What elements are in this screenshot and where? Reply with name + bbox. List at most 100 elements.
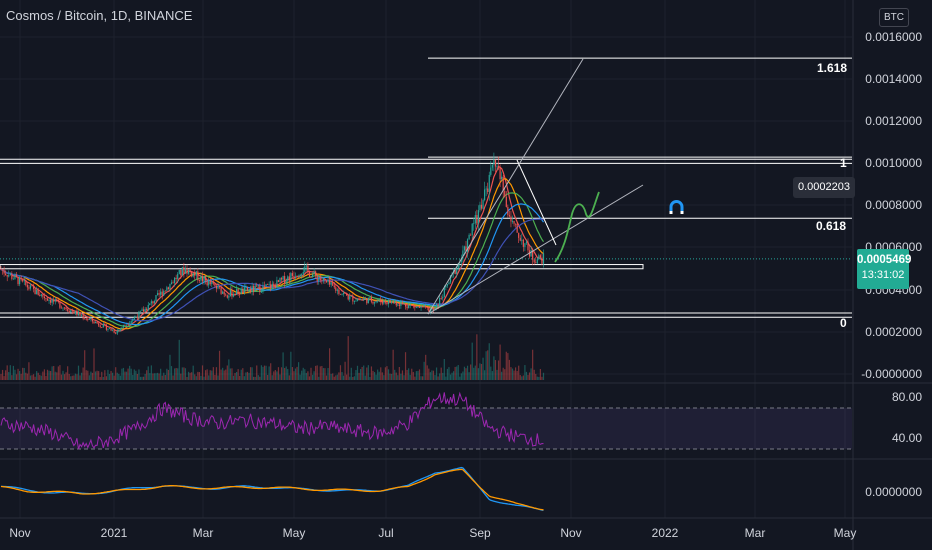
candle xyxy=(167,287,169,290)
candle xyxy=(51,299,53,303)
fib-trendline xyxy=(427,58,584,315)
candle xyxy=(324,278,326,281)
volume-bar xyxy=(192,365,194,380)
volume-bar xyxy=(214,374,216,380)
candle xyxy=(417,306,419,308)
osc-axis-label: 0.0000000 xyxy=(865,485,922,499)
volume-bar xyxy=(373,372,376,380)
candle xyxy=(533,259,535,263)
volume-bar xyxy=(253,376,255,380)
candle xyxy=(321,280,323,281)
candle xyxy=(129,323,131,325)
volume-bar xyxy=(191,372,193,380)
candles xyxy=(0,152,545,335)
volume-bar xyxy=(0,374,2,380)
candle xyxy=(79,312,81,316)
candle xyxy=(251,285,253,292)
trendlines xyxy=(0,58,852,315)
volume-bar xyxy=(415,371,417,380)
volume-bar xyxy=(186,376,188,380)
volume-bar xyxy=(521,376,523,380)
currency-badge[interactable]: BTC xyxy=(879,8,909,27)
candle xyxy=(284,276,286,284)
volume-bar xyxy=(355,370,357,380)
volume-bar xyxy=(485,351,487,380)
candle xyxy=(172,282,174,284)
volume-bar xyxy=(88,375,90,380)
volume-bar xyxy=(431,370,433,380)
volume-bar xyxy=(299,374,301,380)
volume-bar xyxy=(60,374,63,380)
volume-bar xyxy=(470,364,472,380)
candle xyxy=(494,159,497,167)
candle xyxy=(98,323,100,326)
volume-bar xyxy=(288,375,290,380)
candle xyxy=(431,309,433,310)
volume-bar xyxy=(434,375,436,380)
volume-bar xyxy=(105,376,107,380)
candle xyxy=(228,296,230,298)
candle xyxy=(412,305,414,306)
candle xyxy=(223,291,225,295)
candle xyxy=(34,288,36,295)
volume-bar xyxy=(211,370,213,380)
volume-bar xyxy=(527,374,529,380)
candle xyxy=(225,294,227,296)
candle xyxy=(260,291,262,293)
volume-bar xyxy=(305,373,307,380)
candle xyxy=(296,276,298,278)
candle xyxy=(14,274,16,279)
magnet-icon[interactable] xyxy=(668,199,685,216)
volume-bar xyxy=(133,369,135,380)
candle xyxy=(112,330,114,332)
candle xyxy=(96,321,98,324)
volume-bar xyxy=(205,370,207,380)
candle xyxy=(536,259,538,264)
volume-bar xyxy=(488,343,490,380)
volume-bar xyxy=(208,375,210,380)
volume-bar xyxy=(493,356,495,380)
candle xyxy=(105,324,107,330)
volume-bar xyxy=(127,368,129,380)
volume-bar xyxy=(307,371,309,380)
volume-bar xyxy=(56,372,58,380)
volume-bar xyxy=(409,374,411,380)
volume-bar xyxy=(387,369,390,380)
candle xyxy=(141,309,143,311)
candle xyxy=(262,285,264,292)
volume-bar xyxy=(449,374,452,380)
candle xyxy=(74,310,76,314)
volume-bar xyxy=(119,375,121,380)
volume-bar xyxy=(222,367,224,380)
volume-bar xyxy=(380,367,382,380)
volume-bar xyxy=(339,365,342,380)
volume-bar xyxy=(231,368,233,380)
candle xyxy=(63,307,66,309)
volume-bar xyxy=(384,367,386,380)
ma-longer-line xyxy=(0,218,544,322)
volume-bar xyxy=(471,342,473,380)
candle xyxy=(229,289,231,297)
candle xyxy=(471,223,473,236)
candle xyxy=(294,276,297,278)
volume-bar xyxy=(138,369,140,380)
volume-bar xyxy=(265,365,267,380)
volume-bar xyxy=(507,353,509,380)
candle xyxy=(215,285,218,289)
volume-bar xyxy=(460,373,462,380)
candle xyxy=(530,250,532,257)
volume-bar xyxy=(136,374,138,380)
candle xyxy=(505,196,507,207)
volume-bar xyxy=(228,359,230,380)
volume-bar xyxy=(164,374,166,380)
candle xyxy=(113,330,115,333)
candle xyxy=(187,269,190,274)
candle xyxy=(333,285,335,288)
volume-bar xyxy=(349,376,351,380)
volume-bar xyxy=(8,371,10,380)
volume-bar xyxy=(237,369,239,380)
volume-bar xyxy=(12,365,14,380)
volume-bar xyxy=(296,366,298,380)
volume-bar xyxy=(370,366,373,380)
